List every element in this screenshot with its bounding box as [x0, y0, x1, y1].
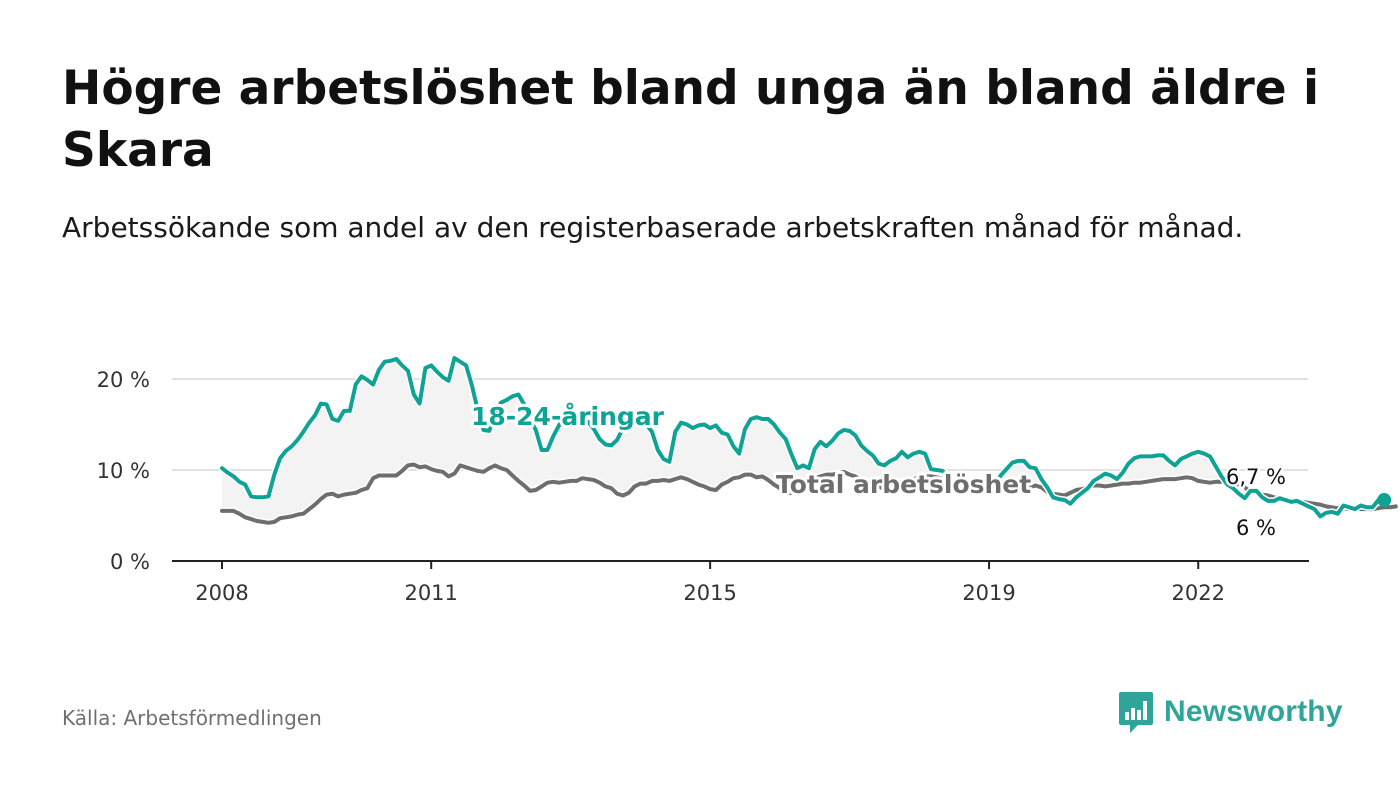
youth-end-marker [1377, 493, 1392, 508]
chart-subtitle: Arbetssökande som andel av den registerb… [62, 211, 1244, 244]
source-note: Källa: Arbetsförmedlingen [62, 706, 322, 730]
x-tick-label-2019: 2019 [962, 581, 1015, 605]
total-end-value-label: 6 % [1236, 516, 1276, 540]
x-tick-label-2011: 2011 [404, 581, 457, 605]
youth-series-label: 18-24-åringar [471, 402, 665, 431]
y-axis-labels: 0 % 10 % 20 % [97, 368, 150, 574]
gap-band [222, 358, 1396, 523]
newsworthy-logo-icon [1119, 692, 1153, 733]
line-chart: 2008 2011 2015 2019 2022 0 % 10 % 20 % 18-24-å… [97, 354, 1400, 605]
x-axis-ticks: 2008 2011 2015 2019 2022 [195, 561, 1225, 605]
series-labels: 18-24-åringar Total arbetslöshet 6,7 % 6… [468, 399, 1289, 543]
y-tick-label-0: 0 % [110, 550, 150, 574]
total-series-label: Total arbetslöshet [776, 470, 1031, 499]
total-series-line [220, 462, 1398, 525]
y-tick-label-20: 20 % [97, 368, 150, 392]
youth-end-value-label: 6,7 % [1226, 465, 1286, 489]
chart-title: Högre arbetslöshet bland unga än bland ä… [62, 61, 1320, 178]
y-tick-label-10: 10 % [97, 459, 150, 483]
x-tick-label-2008: 2008 [195, 581, 248, 605]
newsworthy-logo[interactable]: Newsworthy [1118, 690, 1343, 734]
x-tick-label-2015: 2015 [683, 581, 736, 605]
newsworthy-logo-text: Newsworthy [1164, 695, 1343, 728]
x-tick-label-2022: 2022 [1172, 581, 1225, 605]
youth-series-line [220, 356, 1387, 519]
